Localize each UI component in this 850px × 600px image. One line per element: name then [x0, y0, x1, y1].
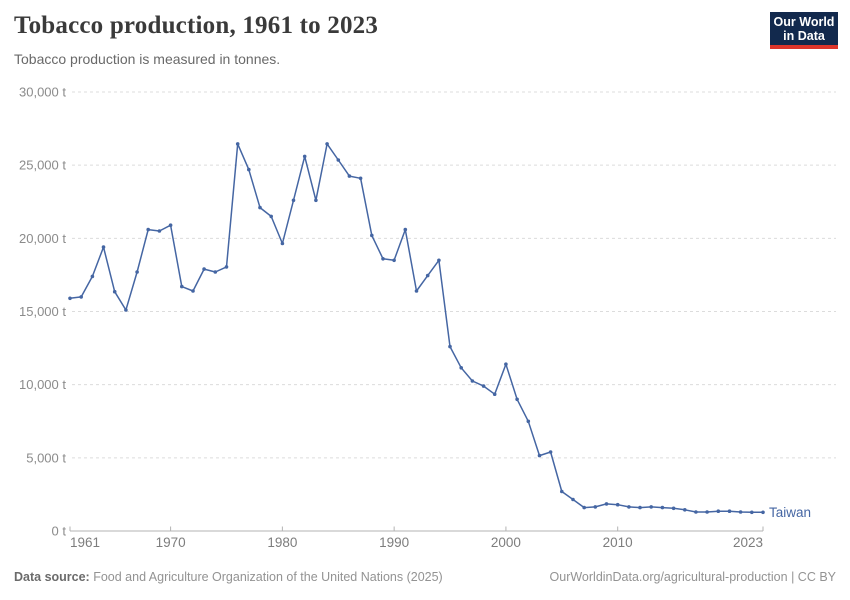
y-axis-tick-label: 30,000 t [19, 85, 66, 100]
page-title: Tobacco production, 1961 to 2023 [14, 12, 379, 39]
data-source-note: Data source: Food and Agriculture Organi… [14, 570, 443, 584]
x-axis-tick-label: 1970 [156, 535, 186, 550]
data-point-marker[interactable] [358, 176, 363, 181]
data-point-marker[interactable] [235, 142, 240, 146]
x-axis-tick-label: 1990 [379, 535, 409, 550]
data-point-marker[interactable] [247, 167, 251, 172]
data-point-marker[interactable] [694, 510, 698, 514]
y-axis-tick-label: 10,000 t [19, 377, 66, 392]
data-point-marker[interactable] [213, 270, 218, 274]
x-axis-tick-label: 2000 [491, 535, 521, 550]
data-point-marker[interactable] [470, 379, 475, 383]
data-point-marker[interactable] [548, 450, 553, 454]
owid-url-link[interactable]: OurWorldinData.org/agricultural-producti… [549, 570, 788, 584]
data-point-marker[interactable] [738, 510, 743, 514]
data-point-marker[interactable] [604, 502, 609, 506]
data-point-marker[interactable] [615, 502, 620, 507]
y-axis-tick-label: 0 t [52, 524, 67, 539]
data-point-marker[interactable] [437, 258, 441, 263]
data-point-marker[interactable] [414, 289, 419, 293]
data-point-marker[interactable] [124, 308, 128, 312]
data-point-marker[interactable] [705, 510, 709, 514]
data-point-marker[interactable] [560, 489, 564, 494]
footer-links: OurWorldinData.org/agricultural-producti… [550, 570, 836, 584]
data-point-marker[interactable] [269, 214, 274, 219]
data-point-marker[interactable] [649, 505, 653, 509]
data-point-marker[interactable] [593, 505, 598, 509]
owid-logo-line2: in Data [783, 28, 825, 43]
data-point-marker[interactable] [101, 245, 106, 249]
data-point-marker[interactable] [325, 142, 329, 146]
data-point-marker[interactable] [392, 258, 396, 263]
data-point-marker[interactable] [683, 508, 687, 512]
taiwan-series-line[interactable] [69, 143, 764, 514]
x-axis-tick-label: 1961 [70, 535, 100, 550]
data-point-marker[interactable] [370, 233, 374, 238]
data-point-marker[interactable] [180, 284, 184, 289]
data-point-marker[interactable] [112, 289, 117, 294]
data-point-marker[interactable] [582, 505, 586, 510]
footer-separator: | [787, 570, 798, 584]
data-point-marker[interactable] [224, 265, 229, 269]
y-axis-tick-label: 20,000 t [19, 231, 66, 246]
data-point-marker[interactable] [526, 419, 531, 424]
chart-subtitle: Tobacco production is measured in tonnes… [14, 51, 281, 67]
x-axis-tick-label: 2023 [733, 535, 763, 550]
data-point-marker[interactable] [459, 366, 464, 370]
data-point-marker[interactable] [750, 510, 754, 515]
data-point-marker[interactable] [425, 273, 430, 278]
y-axis-tick-label: 25,000 t [19, 158, 66, 173]
data-point-marker[interactable] [258, 205, 262, 210]
data-point-marker[interactable] [571, 497, 575, 502]
data-point-marker[interactable] [515, 397, 519, 402]
data-point-marker[interactable] [347, 174, 352, 178]
x-axis-tick-label: 1980 [267, 535, 297, 550]
data-point-marker[interactable] [157, 229, 162, 233]
x-axis-tick-label: 2010 [603, 535, 633, 550]
data-point-marker[interactable] [627, 505, 631, 509]
data-point-marker[interactable] [638, 505, 642, 510]
data-point-marker[interactable] [68, 296, 72, 301]
y-axis-tick-label: 5,000 t [26, 450, 66, 465]
owid-logo-line1: Our World [773, 15, 835, 29]
data-point-marker[interactable] [191, 289, 195, 293]
data-point-marker[interactable] [716, 509, 721, 513]
data-point-marker[interactable] [481, 384, 486, 388]
data-point-marker[interactable] [90, 274, 95, 279]
data-point-marker[interactable] [291, 198, 296, 203]
data-point-marker[interactable] [302, 154, 307, 159]
data-point-marker[interactable] [448, 344, 452, 349]
data-point-marker[interactable] [671, 506, 676, 511]
series-label-taiwan[interactable]: Taiwan [769, 505, 811, 520]
data-point-marker[interactable] [504, 362, 508, 367]
data-source-label: Data source: [14, 570, 90, 584]
data-point-marker[interactable] [660, 505, 665, 510]
data-point-marker[interactable] [403, 227, 408, 232]
data-point-marker[interactable] [492, 392, 497, 397]
data-point-marker[interactable] [146, 227, 150, 232]
data-source-text: Food and Agriculture Organization of the… [89, 570, 443, 584]
data-point-marker[interactable] [381, 257, 385, 261]
data-point-marker[interactable] [135, 270, 139, 274]
y-axis-tick-label: 15,000 t [19, 304, 66, 319]
data-point-marker[interactable] [314, 198, 318, 203]
data-point-marker[interactable] [727, 509, 732, 513]
owid-logo[interactable]: Our World in Data [770, 12, 838, 49]
data-point-marker[interactable] [168, 223, 173, 227]
data-point-marker[interactable] [79, 295, 83, 299]
data-point-marker[interactable] [537, 453, 542, 458]
data-point-marker[interactable] [202, 267, 206, 271]
data-point-marker[interactable] [336, 158, 341, 162]
data-point-marker[interactable] [761, 510, 765, 515]
cc-by-link[interactable]: CC BY [797, 570, 836, 584]
data-point-marker[interactable] [280, 241, 285, 246]
